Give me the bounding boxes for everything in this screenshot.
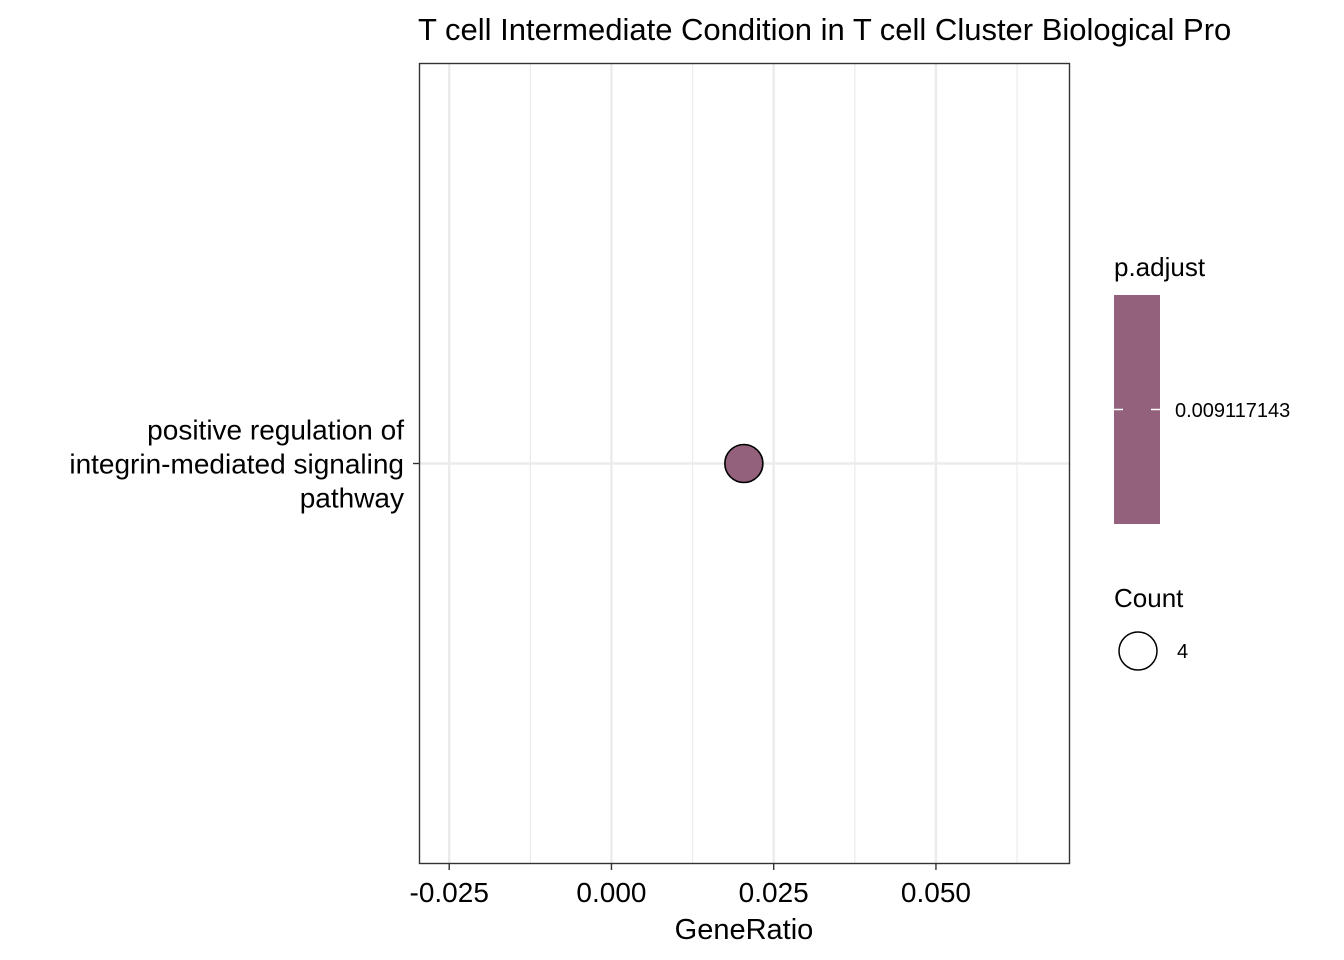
data-points [724,443,764,484]
x-tick-label: -0.025 [410,877,489,908]
y-tick-label: positive regulation of integrin-mediated … [69,415,404,514]
x-tick-label: 0.025 [739,877,809,908]
legend-size-key-circle [1118,631,1158,671]
legend-color-value-label: 0.009117143 [1175,400,1290,422]
legend-size-title: Count [1114,583,1184,613]
x-tick-label: 0.050 [901,877,971,908]
x-tick-label: 0.000 [576,877,646,908]
legend-size-value-label: 4 [1177,641,1188,663]
chart-title: T cell Intermediate Condition in T cell … [418,12,1231,47]
legend-color-title: p.adjust [1114,252,1206,282]
x-axis-label: GeneRatio [675,914,814,946]
y-axis: positive regulation of integrin-mediated … [69,415,420,514]
data-point [724,443,764,484]
x-axis: -0.025 0.000 0.025 0.050 [410,863,971,908]
